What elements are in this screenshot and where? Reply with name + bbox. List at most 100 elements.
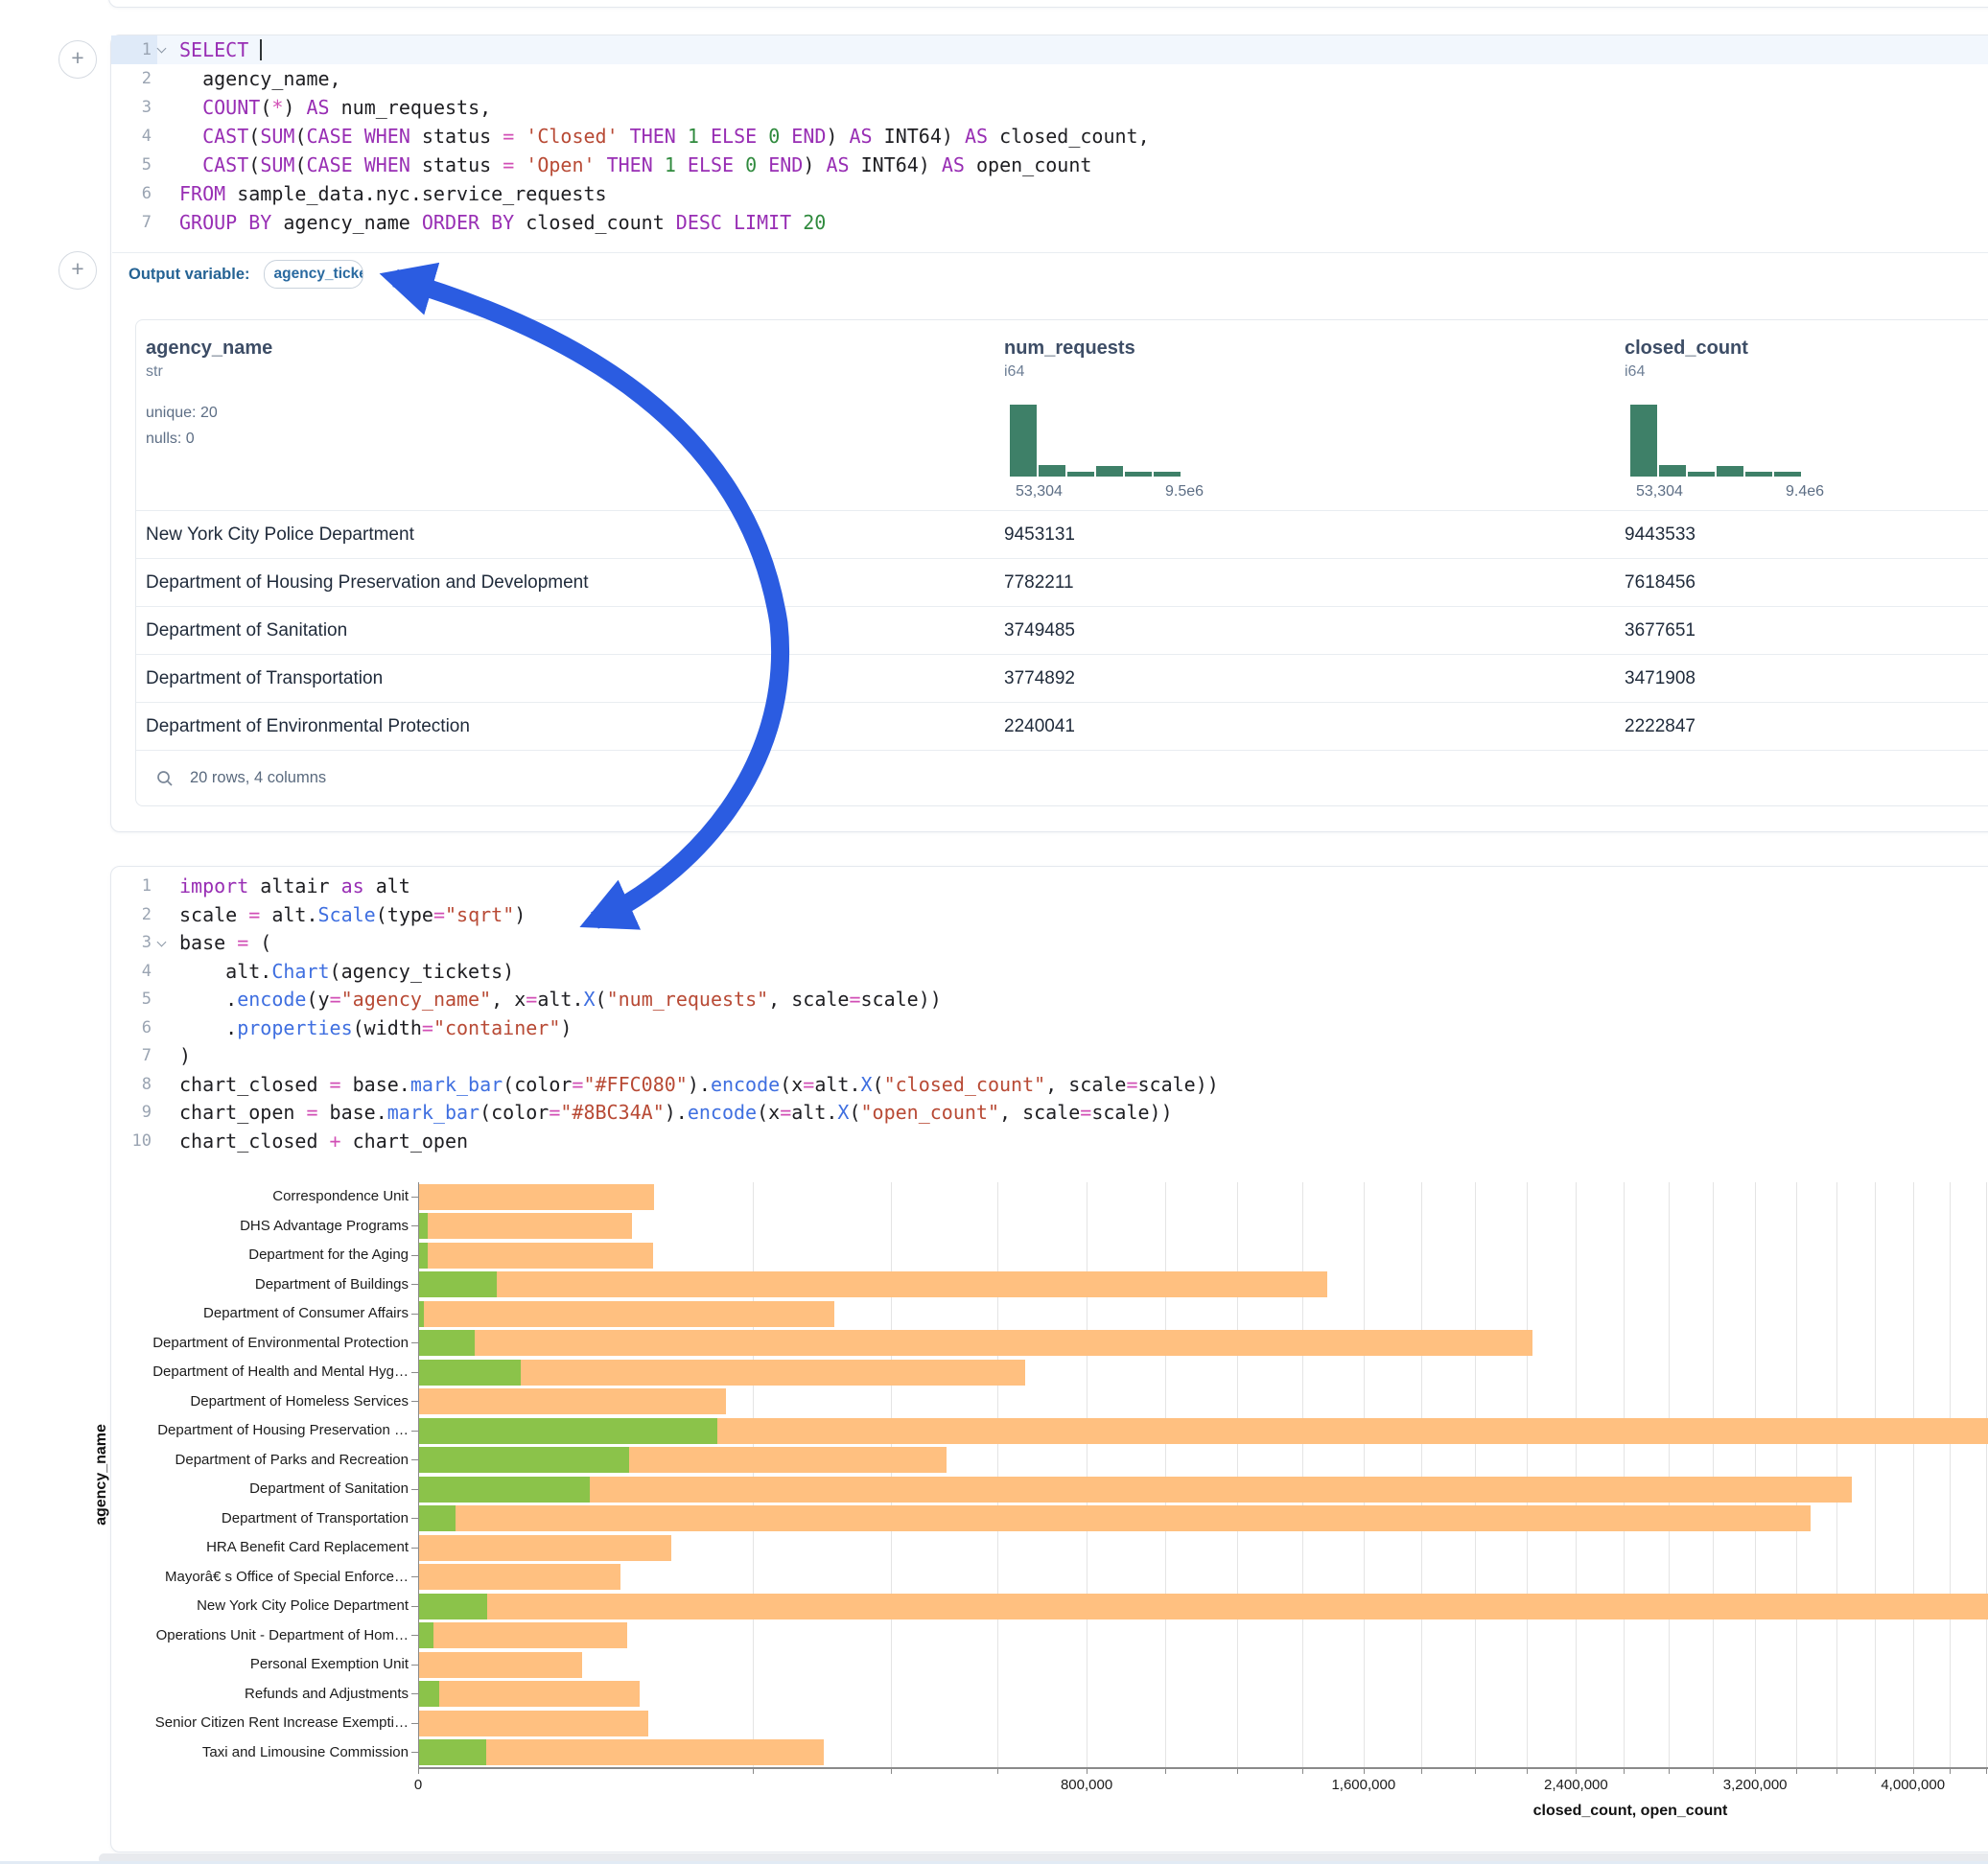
line-number: 3 bbox=[141, 98, 152, 117]
histogram-bar bbox=[1010, 405, 1037, 477]
line-number: 6 bbox=[141, 184, 152, 203]
histogram-bar bbox=[1774, 472, 1801, 477]
table-cell: Department of Transportation bbox=[146, 668, 384, 688]
column-stat: nulls: 0 bbox=[146, 431, 195, 447]
table-cell: Department of Environmental Protection bbox=[146, 716, 470, 736]
code-line[interactable]: 3 base = ( bbox=[111, 929, 1988, 958]
histogram-bar bbox=[1688, 472, 1715, 477]
code-line[interactable]: 10 chart_closed + chart_open bbox=[111, 1128, 1988, 1156]
histogram-min-label: 53,304 bbox=[1636, 483, 1683, 500]
line-number: 4 bbox=[141, 127, 152, 146]
add-cell-button-top[interactable]: + bbox=[58, 40, 97, 79]
table-cell: 7782211 bbox=[1004, 572, 1074, 593]
table-row[interactable]: New York City Police Department 9453131 94… bbox=[136, 510, 1988, 559]
output-variable-pill[interactable]: agency_tickets bbox=[263, 260, 363, 289]
table-row[interactable]: Department of Sanitation 3749485 3677651 bbox=[136, 606, 1988, 655]
output-variable-label: Output variable: bbox=[129, 265, 250, 283]
column-dtype: i64 bbox=[1004, 363, 1025, 380]
plus-icon: + bbox=[71, 45, 84, 70]
code-line[interactable]: 2 scale = alt.Scale(type="sqrt") bbox=[111, 901, 1988, 930]
code-line[interactable]: 9 chart_open = base.mark_bar(color="#8BC3… bbox=[111, 1099, 1988, 1128]
table-cell: 3677651 bbox=[1625, 620, 1696, 641]
code-line[interactable]: 8 chart_closed = base.mark_bar(color="#FF… bbox=[111, 1071, 1988, 1100]
column-header[interactable]: closed_count bbox=[1625, 338, 1748, 359]
code-line[interactable]: 4 CAST(SUM(CASE WHEN status = 'Closed' T… bbox=[111, 122, 1988, 151]
table-body: New York City Police Department 9453131 94… bbox=[136, 510, 1988, 750]
column-dtype: i64 bbox=[1625, 363, 1646, 380]
column-histogram[interactable] bbox=[1630, 405, 1801, 477]
table-row[interactable]: Department of Environmental Protection 22… bbox=[136, 702, 1988, 751]
code-line[interactable]: 6 .properties(width="container") bbox=[111, 1014, 1988, 1043]
code-line[interactable]: 6 FROM sample_data.nyc.service_requests bbox=[111, 179, 1988, 208]
sql-code-editor[interactable]: 1 SELECT 2 agency_name, 3 COUNT(*) AS num_… bbox=[111, 35, 1988, 237]
table-cell: 7618456 bbox=[1625, 572, 1696, 593]
histogram-bar bbox=[1154, 472, 1181, 477]
table-footer: 20 rows, 4 columns bbox=[136, 750, 1988, 805]
column-header[interactable]: agency_name bbox=[146, 338, 273, 359]
output-variable-row: Output variable: agency_tickets bbox=[129, 260, 363, 289]
column-header[interactable]: num_requests bbox=[1004, 338, 1135, 359]
histogram-bar bbox=[1096, 466, 1123, 477]
histogram-max-label: 9.5e6 bbox=[1165, 483, 1204, 500]
python-code-editor[interactable]: 1 import altair as alt 2 scale = alt.Scale(… bbox=[111, 873, 1988, 1155]
line-number: 7 bbox=[141, 1046, 152, 1065]
line-number: 9 bbox=[141, 1103, 152, 1122]
chevron-down-icon[interactable] bbox=[156, 937, 167, 947]
code-line[interactable]: 1 import altair as alt bbox=[111, 873, 1988, 901]
line-number: 8 bbox=[141, 1074, 152, 1094]
table-cell: 9443533 bbox=[1625, 524, 1696, 545]
histogram-bar bbox=[1125, 472, 1152, 477]
histogram-bar bbox=[1745, 472, 1772, 477]
line-number: 1 bbox=[111, 35, 157, 64]
search-icon[interactable] bbox=[155, 769, 175, 788]
table-cell: Department of Housing Preservation and D… bbox=[146, 572, 589, 593]
histogram-bar bbox=[1039, 465, 1065, 477]
table-row-count: 20 rows, 4 columns bbox=[190, 769, 327, 786]
code-line[interactable]: 5 .encode(y="agency_name", x=alt.X("num_… bbox=[111, 986, 1988, 1014]
divider bbox=[112, 252, 1988, 253]
code-line[interactable]: 7 GROUP BY agency_name ORDER BY closed_co… bbox=[111, 208, 1988, 237]
line-number: 3 bbox=[141, 933, 152, 952]
code-line[interactable]: 5 CAST(SUM(CASE WHEN status = 'Open' THE… bbox=[111, 151, 1988, 179]
table-cell: Department of Sanitation bbox=[146, 620, 348, 641]
line-number: 5 bbox=[141, 990, 152, 1009]
line-number: 10 bbox=[131, 1130, 152, 1151]
previous-cell-edge bbox=[108, 0, 1988, 8]
histogram-bar bbox=[1630, 405, 1657, 477]
code-line[interactable]: 2 agency_name, bbox=[111, 64, 1988, 93]
line-number: 2 bbox=[141, 904, 152, 924]
line-number: 2 bbox=[141, 69, 152, 88]
add-cell-button-middle[interactable]: + bbox=[58, 251, 97, 290]
table-cell: 9453131 bbox=[1004, 524, 1075, 545]
table-cell: 3749485 bbox=[1004, 620, 1075, 641]
page-bottom-strip bbox=[0, 1861, 1988, 1864]
line-number: 6 bbox=[141, 1017, 152, 1037]
line-number: 5 bbox=[141, 155, 152, 175]
histogram-bar bbox=[1067, 472, 1094, 477]
code-line[interactable]: 7) bbox=[111, 1042, 1988, 1071]
table-cell: 3471908 bbox=[1625, 668, 1696, 688]
code-line[interactable]: 4 alt.Chart(agency_tickets) bbox=[111, 958, 1988, 987]
column-histogram[interactable] bbox=[1010, 405, 1181, 477]
chevron-down-icon[interactable] bbox=[156, 43, 167, 54]
python-cell: 1 import altair as alt 2 scale = alt.Scale(… bbox=[110, 866, 1988, 1852]
line-number: 7 bbox=[141, 213, 152, 232]
table-row[interactable]: Department of Housing Preservation and D… bbox=[136, 558, 1988, 607]
text-cursor bbox=[260, 39, 263, 60]
column-dtype: str bbox=[146, 363, 163, 380]
table-cell: 3774892 bbox=[1004, 668, 1075, 688]
code-line[interactable]: 3 COUNT(*) AS num_requests, bbox=[111, 93, 1988, 122]
histogram-bar bbox=[1659, 465, 1686, 477]
code-line[interactable]: 1 SELECT bbox=[111, 35, 1988, 64]
table-row[interactable]: Department of Transportation 3774892 34719… bbox=[136, 654, 1988, 703]
histogram-bar bbox=[1717, 466, 1743, 477]
next-cell-edge bbox=[99, 1853, 1988, 1864]
table-cell: New York City Police Department bbox=[146, 524, 414, 545]
plus-icon: + bbox=[71, 256, 84, 281]
table-cell: 2222847 bbox=[1625, 716, 1696, 736]
column-stat: unique: 20 bbox=[146, 405, 218, 421]
line-number: 1 bbox=[141, 876, 152, 896]
table-cell: 2240041 bbox=[1004, 716, 1075, 736]
